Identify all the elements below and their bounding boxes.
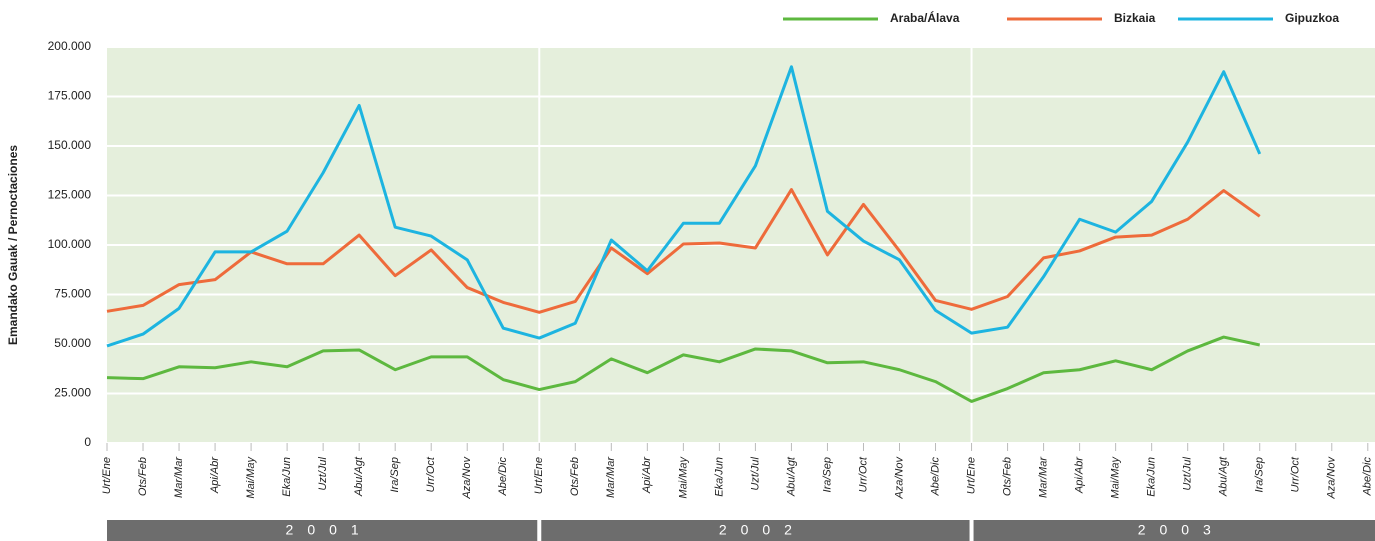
x-tick-label: Mar/Mar — [173, 456, 185, 498]
x-tick-label: Mai/May — [677, 456, 689, 499]
x-tick-label: Mar/Mar — [1037, 456, 1049, 498]
legend-label: Araba/Álava — [890, 10, 960, 25]
x-tick-label: Ots/Feb — [1001, 457, 1013, 496]
x-tick-label: Abu/Agt — [1218, 456, 1230, 497]
y-tick-label: 0 — [84, 435, 91, 449]
year-label: 2002 — [719, 522, 806, 538]
y-tick-label: 50.000 — [54, 336, 91, 350]
y-tick-label: 75.000 — [54, 287, 91, 301]
x-tick-label: Aza/Nov — [1326, 456, 1338, 500]
x-tick-label: Urt/Ene — [533, 457, 545, 494]
x-tick-label: Eka/Jun — [281, 457, 293, 497]
year-label: 2001 — [286, 522, 373, 538]
x-tick-label: Ots/Feb — [569, 457, 581, 496]
x-tick-label: Api/Abr — [1074, 456, 1086, 494]
x-tick-label: Uzt/Jul — [317, 456, 329, 490]
y-tick-label: 150.000 — [48, 138, 92, 152]
y-tick-label: 125.000 — [48, 188, 92, 202]
x-tick-label: Mai/May — [1110, 456, 1122, 499]
x-tick-label: Ira/Sep — [821, 457, 833, 492]
x-tick-label: Urt/Ene — [965, 457, 977, 494]
x-tick-label: Api/Abr — [209, 456, 221, 494]
y-tick-label: 25.000 — [54, 386, 91, 400]
x-tick-label: Ira/Sep — [1254, 457, 1266, 492]
x-tick-label: Uzt/Jul — [1182, 456, 1194, 490]
x-tick-label: Mar/Mar — [605, 456, 617, 498]
series-line — [106, 65, 1262, 348]
x-tick-label: Aza/Nov — [461, 456, 473, 500]
x-tick-label: Abu/Agt — [785, 456, 797, 497]
y-axis-label: Emandako Gauak / Pernoctaciones — [6, 145, 20, 345]
x-tick-label: Ots/Feb — [137, 457, 149, 496]
y-tick-label: 175.000 — [48, 89, 92, 103]
x-tick-label: Abe/Dic — [1362, 457, 1374, 497]
x-tick-label: Urt/Ene — [101, 457, 113, 494]
x-tick-label: Uzt/Jul — [749, 456, 761, 490]
x-tick-label: Abu/Agt — [353, 456, 365, 497]
y-tick-label: 200.000 — [48, 39, 92, 53]
x-tick-label: Api/Abr — [641, 456, 653, 494]
x-tick-label: Urr/Oct — [1290, 456, 1302, 492]
year-label: 2003 — [1138, 522, 1225, 538]
y-tick-label: 100.000 — [48, 237, 92, 251]
x-tick-label: Mai/May — [245, 456, 257, 499]
x-tick-label: Abe/Dic — [497, 457, 509, 497]
x-tick-label: Abe/Dic — [929, 457, 941, 497]
year-bar — [107, 520, 538, 541]
x-tick-label: Urr/Oct — [857, 456, 869, 492]
legend-label: Bizkaia — [1114, 11, 1156, 25]
legend-label: Gipuzkoa — [1285, 11, 1339, 25]
year-bar — [541, 520, 970, 541]
series-line — [106, 188, 1261, 314]
x-tick-label: Eka/Jun — [1146, 457, 1158, 497]
x-tick-label: Ira/Sep — [389, 457, 401, 492]
x-tick-label: Eka/Jun — [713, 457, 725, 497]
series-line — [106, 335, 1261, 403]
year-bar — [973, 520, 1375, 541]
x-tick-label: Urr/Oct — [425, 456, 437, 492]
x-tick-label: Aza/Nov — [893, 456, 905, 500]
